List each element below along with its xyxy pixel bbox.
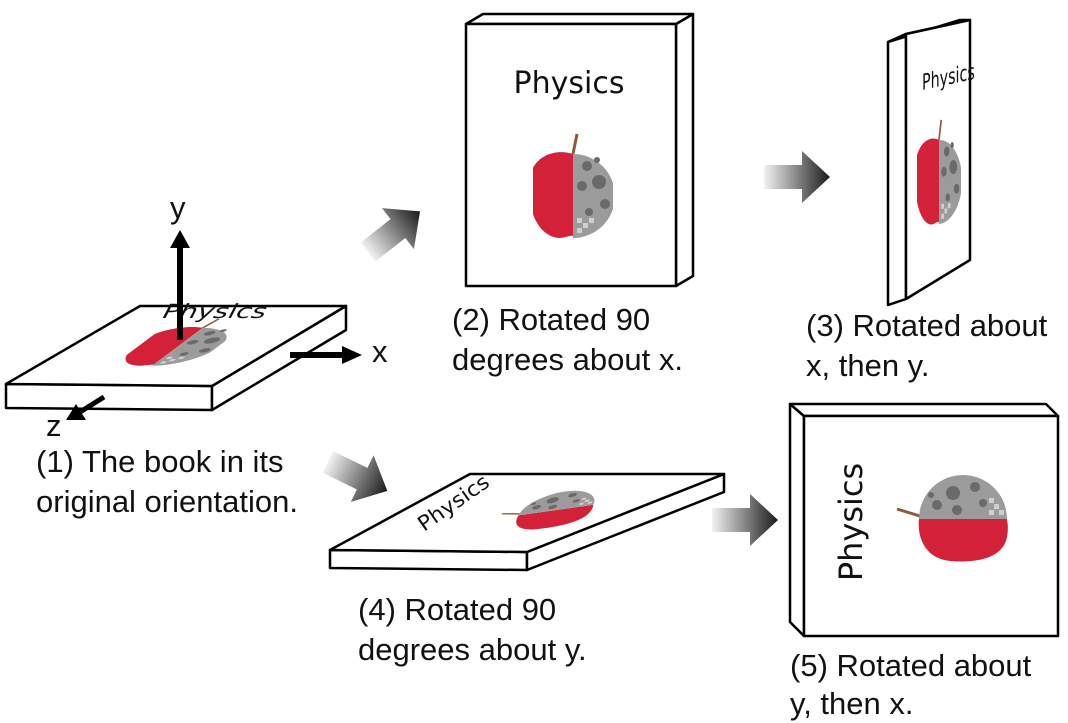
caption-5-line-1: (5) Rotated about	[790, 648, 1032, 683]
caption-1-line-2: original orientation.	[36, 484, 298, 519]
caption-4-line-2: degrees about y.	[358, 632, 587, 667]
book-rotated-y: Physics	[328, 470, 726, 572]
caption-4: (4) Rotated 90 degrees about y.	[358, 592, 587, 667]
caption-2: (2) Rotated 90 degrees about x.	[452, 302, 683, 377]
book-original: Physics	[4, 300, 348, 412]
book-rotated-xy: Physics	[886, 18, 975, 307]
arrow-1-to-4	[316, 438, 399, 515]
caption-2-line-1: (2) Rotated 90	[452, 302, 650, 337]
caption-3: (3) Rotated about x, then y.	[806, 308, 1048, 383]
axes: y x z	[46, 190, 388, 443]
arrow-4-to-5	[712, 494, 778, 546]
book-rotated-yx: Physics	[788, 402, 1060, 638]
z-axis-label: z	[46, 408, 62, 443]
book-rotated-x: Physics	[464, 12, 695, 288]
z-axis-arrow	[78, 394, 106, 415]
y-axis-label: y	[170, 190, 186, 225]
caption-3-line-2: x, then y.	[806, 348, 930, 383]
caption-5-line-2: y, then x.	[790, 686, 914, 721]
caption-4-line-1: (4) Rotated 90	[358, 592, 556, 627]
caption-1: (1) The book in its original orientation…	[36, 444, 298, 519]
caption-3-line-1: (3) Rotated about	[806, 308, 1048, 343]
book-original-title: Physics	[158, 300, 273, 323]
x-axis-label: x	[372, 334, 388, 369]
caption-2-line-2: degrees about x.	[452, 342, 683, 377]
book-rotated-x-title: Physics	[514, 66, 625, 101]
caption-1-line-1: (1) The book in its	[36, 444, 284, 479]
arrow-2-to-3	[764, 151, 830, 203]
caption-5: (5) Rotated about y, then x.	[790, 648, 1032, 721]
book-rotated-yx-title: Physics	[832, 463, 870, 581]
arrow-1-to-2	[351, 190, 437, 273]
